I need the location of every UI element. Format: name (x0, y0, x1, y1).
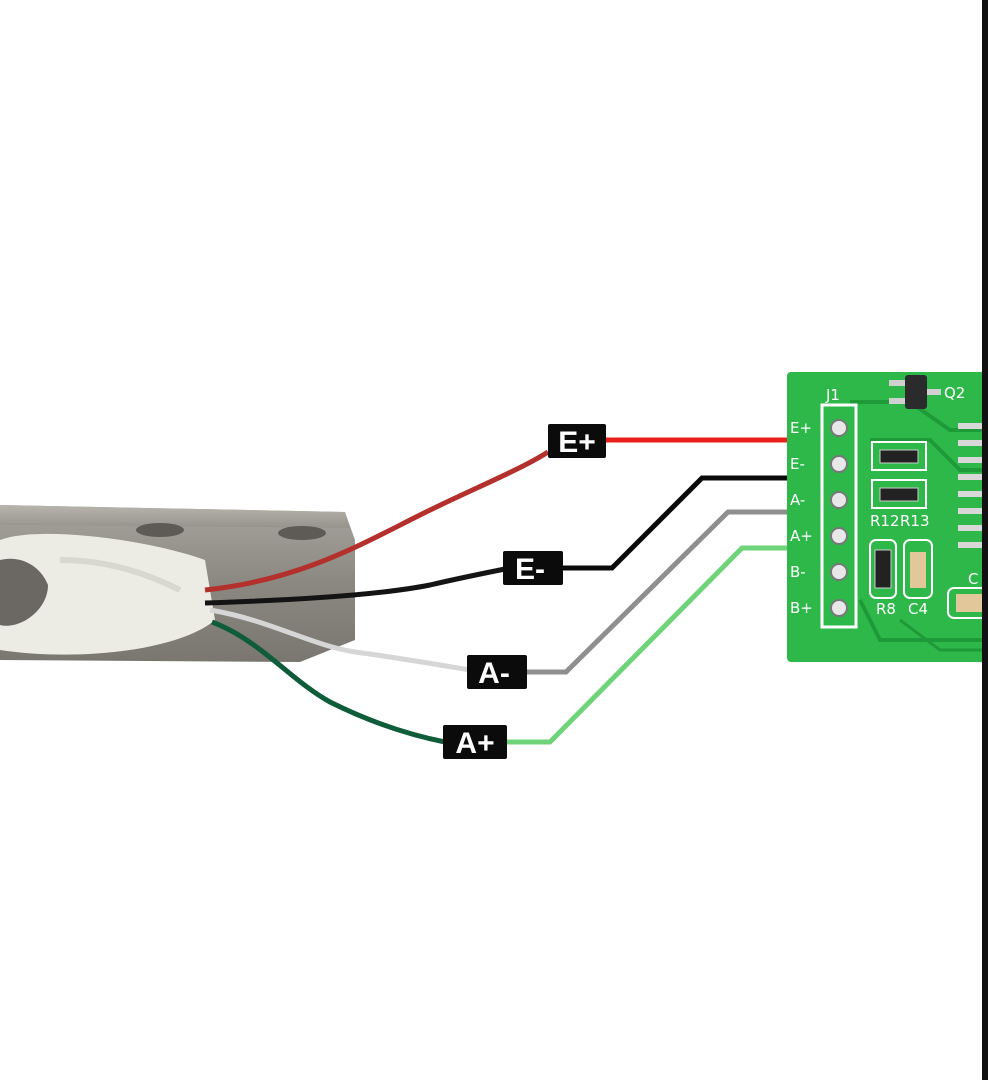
pin-a-plus (830, 527, 848, 545)
sealant-coating (0, 533, 215, 655)
capacitor-c4 (910, 552, 926, 588)
label-e-minus: E- (503, 551, 563, 586)
cable-black (204, 566, 506, 606)
pin-e-minus (830, 455, 848, 473)
transistor-q2 (905, 375, 927, 409)
pin-label-a-minus: A- (790, 491, 805, 509)
mounting-hole-1 (136, 523, 184, 537)
label-e-minus-text: E- (515, 553, 545, 586)
label-r8: R8 (876, 600, 896, 618)
pin-label-e-plus: E+ (790, 419, 812, 437)
mounting-hole-2 (278, 526, 326, 540)
label-r12: R12 (870, 512, 900, 530)
capacitor-c (956, 594, 982, 612)
load-cell-bore (0, 558, 48, 626)
load-cell-top (0, 505, 350, 528)
cable-white (209, 607, 471, 673)
connector-label: J1 (825, 386, 840, 404)
pin-label-e-minus: E- (790, 455, 805, 473)
label-r13: R13 (900, 512, 930, 530)
label-c: C (968, 570, 978, 588)
pin-label-b-minus: B- (790, 563, 806, 581)
label-a-minus-text: A- (478, 657, 510, 690)
cable-green (211, 619, 446, 745)
label-a-plus-text: A+ (455, 727, 494, 760)
label-e-plus-text: E+ (558, 426, 596, 459)
pin-a-minus (830, 491, 848, 509)
connector-outline (820, 403, 858, 629)
pin-label-b-plus: B+ (790, 599, 813, 617)
label-a-minus: A- (467, 655, 527, 690)
pcb-module: J1 E+ E- A- A+ B- B+ Q2 R12 R13 (787, 372, 988, 662)
resistor-2 (879, 487, 919, 502)
ic-pins (958, 423, 984, 548)
label-q2: Q2 (944, 384, 965, 402)
cable-red (204, 449, 550, 593)
pin-e-plus (830, 419, 848, 437)
frame-edge (982, 0, 988, 1080)
pin-label-a-plus: A+ (790, 527, 813, 545)
cables (204, 449, 550, 745)
resistor-1 (879, 449, 919, 464)
label-a-plus: A+ (443, 725, 507, 760)
connector-pins (830, 419, 848, 617)
resistor-r8 (874, 549, 892, 589)
label-e-plus: E+ (548, 424, 606, 459)
pin-b-plus (830, 599, 848, 617)
pin-b-minus (830, 563, 848, 581)
label-c4: C4 (908, 600, 928, 618)
